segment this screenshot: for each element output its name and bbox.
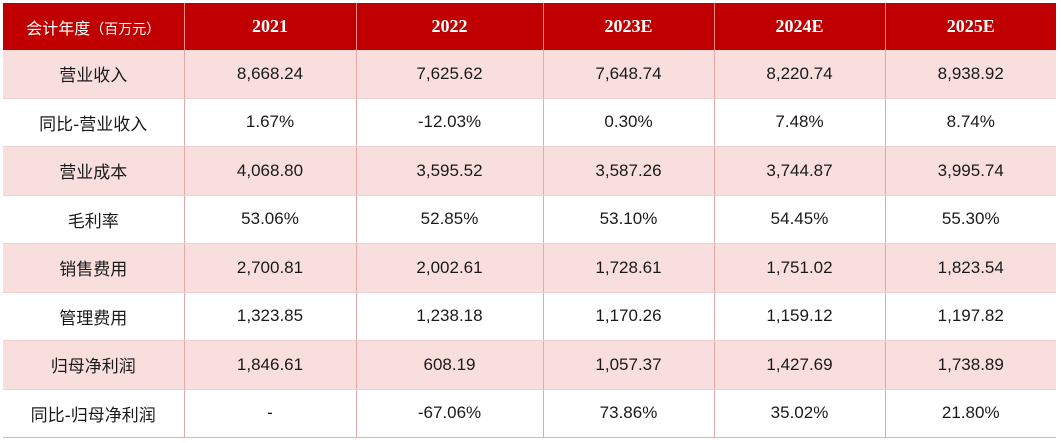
table-cell: 3,587.26 [543,146,715,196]
row-label-selling-expenses: 销售费用 [3,243,185,293]
table-cell: 1,170.26 [543,292,715,341]
table-row: 销售费用 2,700.81 2,002.61 1,728.61 1,751.02… [3,243,1056,293]
table-cell: 1,427.69 [714,340,886,390]
table-row: 营业成本 4,068.80 3,595.52 3,587.26 3,744.87… [3,146,1056,196]
row-label-revenue-yoy: 同比-营业收入 [3,98,185,147]
header-year-2024e: 2024E [714,3,886,50]
table-row: 同比-归母净利润 - -67.06% 73.86% 35.02% 21.80% [3,389,1056,438]
row-label-revenue: 营业收入 [3,50,185,99]
table-cell: 1,728.61 [543,243,715,293]
table-cell: 3,595.52 [356,146,544,196]
header-year-2025e: 2025E [885,3,1056,50]
header-year-2021: 2021 [184,3,357,50]
table-cell: 2,002.61 [356,243,544,293]
table-cell: 1.67% [184,98,357,147]
table-cell: 1,159.12 [714,292,886,341]
table-cell: 54.45% [714,195,886,244]
table-cell: 1,238.18 [356,292,544,341]
table-cell: 52.85% [356,195,544,244]
header-year-2022: 2022 [356,3,544,50]
header-row: 会计年度（百万元） 2021 2022 2023E 2024E 2025E [3,3,1056,50]
table-cell: 8.74% [885,98,1056,147]
table-cell: 608.19 [356,340,544,390]
table-row: 营业收入 8,668.24 7,625.62 7,648.74 8,220.74… [3,50,1056,99]
table-cell: 53.06% [184,195,357,244]
header-year-2023e: 2023E [543,3,715,50]
table-cell: 73.86% [543,389,715,438]
table-cell: 55.30% [885,195,1056,244]
table-cell: 1,823.54 [885,243,1056,293]
table-row: 同比-营业收入 1.67% -12.03% 0.30% 7.48% 8.74% [3,98,1056,147]
row-label-admin-expenses: 管理费用 [3,292,185,341]
header-fiscal-year-label: 会计年度 [26,18,91,38]
table-cell: 21.80% [885,389,1056,438]
table-row: 归母净利润 1,846.61 608.19 1,057.37 1,427.69 … [3,340,1056,390]
table-cell: 1,738.89 [885,340,1056,390]
table-cell: 8,220.74 [714,50,886,99]
table-cell: 53.10% [543,195,715,244]
table-cell: 7,625.62 [356,50,544,99]
table-cell: 8,938.92 [885,50,1056,99]
table-cell: 0.30% [543,98,715,147]
table-cell: 3,744.87 [714,146,886,196]
table-cell: 3,995.74 [885,146,1056,196]
table-row: 管理费用 1,323.85 1,238.18 1,170.26 1,159.12… [3,292,1056,341]
table-cell: 1,751.02 [714,243,886,293]
table-cell: 1,846.61 [184,340,357,390]
table-cell: 8,668.24 [184,50,357,99]
table-cell: 7.48% [714,98,886,147]
row-label-net-profit: 归母净利润 [3,340,185,390]
row-label-cost-of-revenue: 营业成本 [3,146,185,196]
table-cell: 1,057.37 [543,340,715,390]
table-cell: -12.03% [356,98,544,147]
table-cell: 4,068.80 [184,146,357,196]
table-cell: 7,648.74 [543,50,715,99]
table-cell: 35.02% [714,389,886,438]
financial-forecast-table-container: 会计年度（百万元） 2021 2022 2023E 2024E 2025E 营业… [3,3,1056,438]
table-cell: -67.06% [356,389,544,438]
table-cell: 1,197.82 [885,292,1056,341]
table-cell: 1,323.85 [184,292,357,341]
table-cell: - [184,389,357,438]
row-label-gross-margin: 毛利率 [3,195,185,244]
financial-forecast-table: 会计年度（百万元） 2021 2022 2023E 2024E 2025E 营业… [3,3,1056,438]
table-cell: 2,700.81 [184,243,357,293]
row-label-net-profit-yoy: 同比-归母净利润 [3,389,185,438]
header-unit: （百万元） [90,21,161,38]
table-row: 毛利率 53.06% 52.85% 53.10% 54.45% 55.30% [3,195,1056,244]
header-fiscal-year: 会计年度（百万元） [3,3,185,50]
